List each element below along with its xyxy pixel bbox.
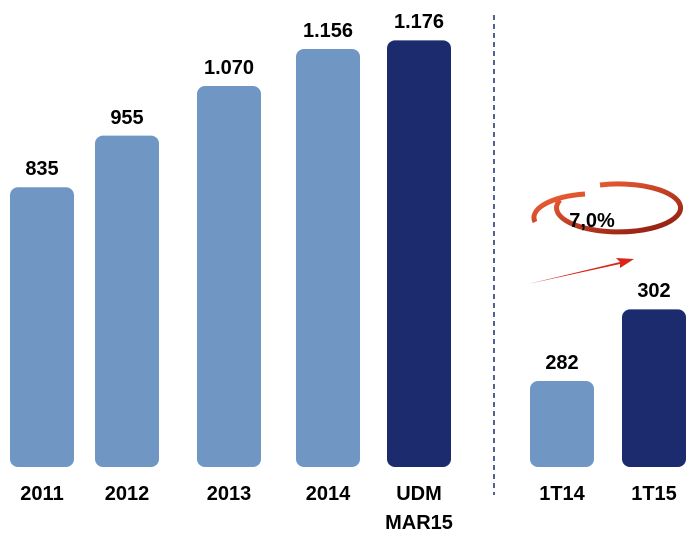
x-tick-label: 1T15 xyxy=(631,483,677,505)
value-label: 1.176 xyxy=(393,11,445,34)
value-label: 1.156 xyxy=(302,19,354,42)
value-label: 955 xyxy=(110,106,144,129)
value-label: 1.070 xyxy=(203,57,255,80)
bar xyxy=(530,381,594,467)
value-label: 282 xyxy=(545,352,579,375)
annotation: 7,0% xyxy=(569,210,615,232)
x-tick-label: 2014 xyxy=(305,483,351,505)
bar xyxy=(387,40,451,467)
x-tick-label: UDM MAR15 xyxy=(385,483,453,533)
value-label: 302 xyxy=(637,280,671,303)
growth-arrow xyxy=(528,258,634,284)
bar xyxy=(95,135,159,467)
x-tick-label: 2013 xyxy=(206,483,252,505)
bar xyxy=(622,309,686,467)
x-tick-label: 2012 xyxy=(104,483,150,505)
growth-ring xyxy=(531,181,684,235)
x-tick-label: 2011 xyxy=(20,483,64,505)
value-label: 835 xyxy=(25,158,59,181)
x-tick-label: 1T14 xyxy=(539,483,585,505)
bar xyxy=(296,48,360,467)
bar xyxy=(10,187,74,467)
bar xyxy=(197,86,261,468)
